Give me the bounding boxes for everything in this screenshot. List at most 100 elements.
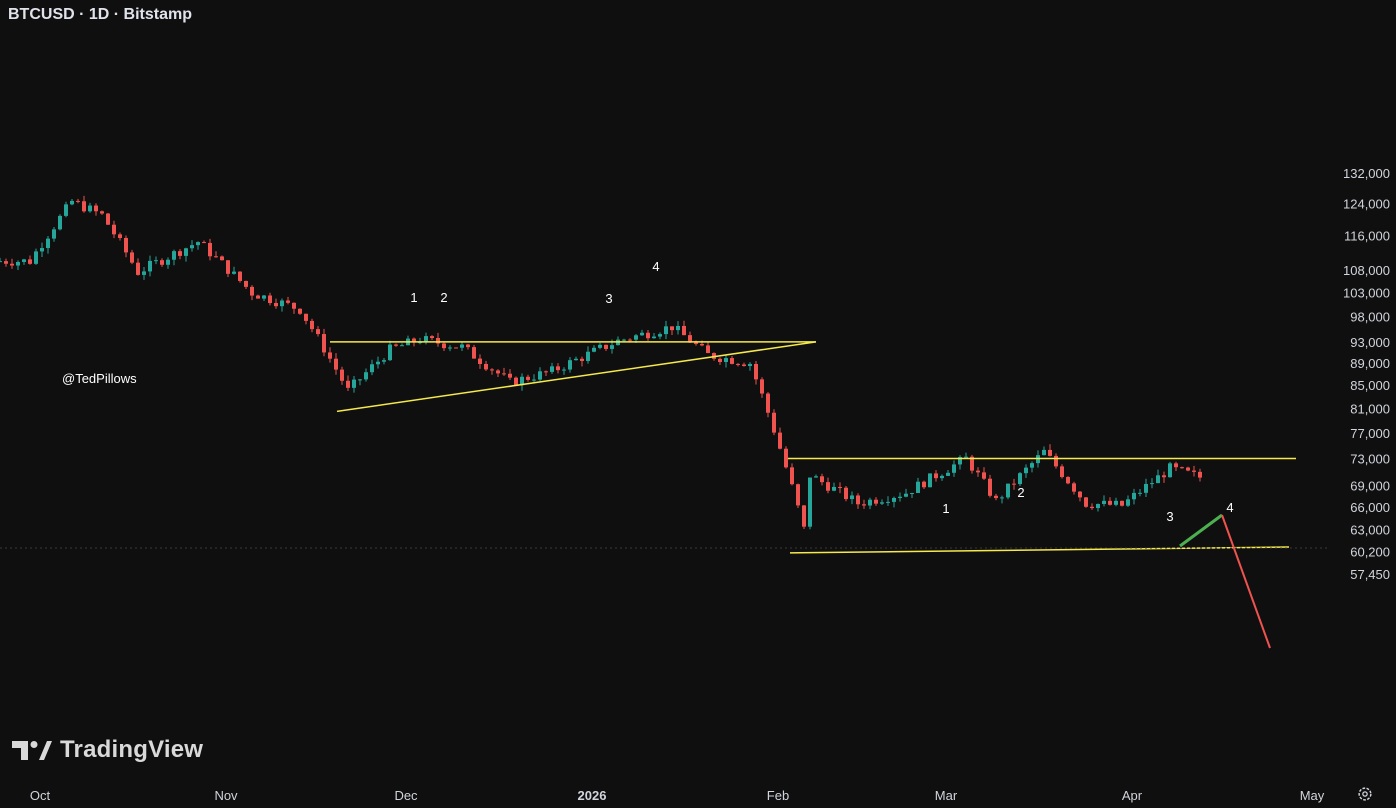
candle	[892, 496, 896, 508]
candle	[976, 467, 980, 477]
candle	[1018, 471, 1022, 487]
price-tick-label: 66,000	[1350, 500, 1390, 515]
candle	[28, 255, 32, 265]
time-axis[interactable]: Oct Nov Dec 2026 Feb Mar Apr May	[30, 788, 1325, 803]
candle	[922, 480, 926, 489]
candle	[406, 335, 410, 346]
candle	[598, 342, 602, 350]
author-handle: @TedPillows	[62, 371, 137, 386]
tradingview-logo: TradingView	[12, 736, 203, 764]
candle	[706, 341, 710, 354]
candle	[1168, 461, 1172, 478]
candle	[184, 247, 188, 262]
candle	[382, 358, 386, 365]
candle	[16, 260, 20, 271]
candle	[322, 328, 326, 357]
candle	[820, 473, 824, 486]
candle	[460, 341, 464, 351]
price-tick-label: 85,000	[1350, 378, 1390, 393]
candle	[1132, 488, 1136, 505]
price-tick-label: 69,000	[1350, 479, 1390, 494]
candle	[1048, 444, 1052, 457]
candle	[904, 488, 908, 498]
candle	[940, 474, 944, 481]
candle	[52, 226, 56, 242]
candle	[946, 469, 950, 477]
candle	[520, 373, 524, 391]
candle	[400, 343, 404, 347]
candle	[214, 251, 218, 258]
candle	[526, 374, 530, 382]
candle	[592, 345, 596, 353]
candle	[142, 267, 146, 280]
candle	[562, 367, 566, 375]
wave-label: 1	[410, 290, 417, 305]
candle	[274, 298, 278, 309]
candle	[1054, 453, 1058, 469]
candle	[250, 285, 254, 301]
candle	[826, 477, 830, 494]
candle	[346, 375, 350, 392]
candle	[1198, 468, 1202, 482]
candle	[1180, 466, 1184, 469]
candle	[1114, 497, 1118, 507]
time-tick-label: Nov	[214, 788, 238, 803]
price-axis[interactable]: 132,000 124,000 116,000 108,000 103,000 98,00…	[1343, 166, 1390, 582]
price-tick-label: 124,000	[1343, 196, 1390, 211]
candle	[1000, 495, 1004, 504]
candle	[190, 240, 194, 252]
candle	[172, 249, 176, 266]
candle	[130, 249, 134, 265]
candle	[364, 368, 368, 382]
time-tick-label: Oct	[30, 788, 51, 803]
candle	[616, 336, 620, 346]
candle	[166, 257, 170, 269]
candle	[1078, 491, 1082, 502]
candle	[358, 378, 362, 386]
price-tick-label: 81,000	[1350, 401, 1390, 416]
price-tick-label: 73,000	[1350, 451, 1390, 466]
candle	[544, 370, 548, 377]
candle	[586, 346, 590, 364]
candle	[514, 376, 518, 386]
candle	[1156, 469, 1160, 484]
candle	[802, 505, 806, 529]
candle	[376, 356, 380, 369]
candle	[682, 320, 686, 336]
support-line-1	[336, 341, 817, 413]
candle	[688, 331, 692, 343]
price-tick-label: 116,000	[1344, 228, 1390, 243]
candle	[136, 258, 140, 276]
wave-label: 1	[942, 501, 949, 516]
settings-gear-icon[interactable]	[1356, 785, 1374, 803]
candle	[238, 271, 242, 283]
candle	[286, 296, 290, 305]
symbol-title[interactable]: BTCUSD · 1D · Bitstamp	[8, 6, 193, 23]
candle	[244, 280, 248, 289]
candle	[730, 356, 734, 365]
candle	[1072, 481, 1076, 495]
candle	[40, 242, 44, 258]
candle	[1024, 464, 1028, 478]
time-tick-label: Feb	[767, 788, 789, 803]
candle	[1108, 497, 1112, 506]
candle	[574, 356, 578, 361]
candle	[424, 332, 428, 345]
candle	[910, 492, 914, 499]
candle	[496, 369, 500, 378]
candle	[430, 335, 434, 341]
candle	[232, 266, 236, 275]
candle	[280, 298, 284, 312]
candle	[1174, 461, 1178, 472]
candle	[1144, 478, 1148, 498]
candle	[736, 363, 740, 367]
candle	[154, 256, 158, 265]
overlay-layer: 1 2 3 4 1 2 3 4	[0, 259, 1330, 649]
candle	[568, 357, 572, 373]
candle	[1042, 446, 1046, 456]
price-tick-label: 63,000	[1350, 522, 1390, 537]
candle	[340, 366, 344, 385]
candle	[664, 320, 668, 340]
candle	[70, 199, 74, 206]
